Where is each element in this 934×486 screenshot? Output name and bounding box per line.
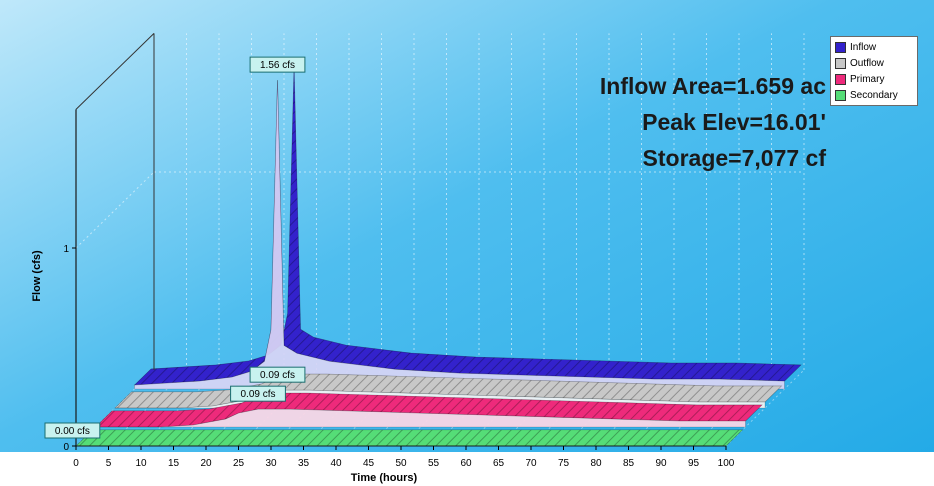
x-tick-label: 25	[233, 458, 245, 469]
y-tick-label: 0	[63, 442, 69, 453]
x-tick-label: 90	[655, 458, 667, 469]
x-tick-label: 80	[590, 458, 602, 469]
legend-item-secondary: Secondary	[835, 87, 913, 103]
series-face-tint-primary	[95, 409, 746, 427]
x-tick-label: 70	[525, 458, 537, 469]
grid-floor-line	[725, 369, 805, 447]
x-tick-label: 20	[200, 458, 212, 469]
legend-item-inflow: Inflow	[835, 39, 913, 55]
annotation-label: 1.56 cfs	[260, 60, 295, 71]
ticks: 0 5 10 15 20 25 30 35 40 45 50 55 60 65 70 75 80 85 90 95 10…	[63, 244, 734, 469]
side-wall-top-edge	[75, 33, 155, 110]
annotation-layer: 1.56 cfs 0.09 cfs 0.09 cfs 0.00 cfs	[44, 56, 306, 439]
outer-white-bottom	[0, 452, 934, 486]
x-tick-label: 50	[395, 458, 407, 469]
x-tick-label: 60	[460, 458, 472, 469]
x-tick-label: 65	[493, 458, 505, 469]
x-tick-label: 85	[623, 458, 635, 469]
legend-swatch	[835, 89, 846, 101]
x-tick-label: 30	[265, 458, 277, 469]
legend-label: Primary	[850, 73, 885, 85]
legend-swatch	[835, 41, 846, 53]
legend-item-primary: Primary	[835, 71, 913, 87]
info-peak-elev: Peak Elev=16.01'	[642, 109, 826, 135]
grid-line-y-side	[75, 171, 155, 249]
annotation-label: 0.00 cfs	[55, 426, 90, 437]
x-tick-label: 45	[363, 458, 375, 469]
legend-label: Outflow	[850, 57, 884, 69]
series-face-primary	[95, 408, 746, 428]
info-inflow-area: Inflow Area=1.659 ac	[599, 73, 826, 99]
legend-swatch	[835, 57, 846, 69]
annotation-box	[44, 422, 101, 439]
info-storage: Storage=7,077 cf	[642, 145, 826, 171]
info-panel: Inflow Area=1.659 ac Peak Elev=16.01' St…	[600, 68, 826, 176]
y-tick-label: 1	[63, 244, 69, 255]
annotation-box	[249, 366, 306, 383]
chart-legend: Inflow Outflow Primary Secondary	[830, 36, 918, 106]
x-tick-label: 10	[135, 458, 147, 469]
x-tick-label: 40	[330, 458, 342, 469]
x-axis-label: Time (hours)	[351, 472, 418, 484]
legend-label: Secondary	[850, 89, 898, 101]
x-tick-label: 0	[73, 458, 79, 469]
x-tick-label: 100	[718, 458, 735, 469]
annotation-box	[249, 56, 306, 73]
annotation-label: 0.09 cfs	[240, 389, 275, 400]
legend-swatch	[835, 73, 846, 85]
series-hatch-secondary	[76, 429, 743, 446]
x-tick-label: 15	[168, 458, 180, 469]
series-face-inflow	[134, 80, 785, 390]
x-tick-label: 55	[428, 458, 440, 469]
annotation-label: 0.09 cfs	[260, 370, 295, 381]
x-tick-label: 75	[558, 458, 570, 469]
x-tick-label: 35	[298, 458, 310, 469]
legend-item-outflow: Outflow	[835, 55, 913, 71]
annotation-box	[230, 385, 286, 402]
y-axis-label: Flow (cfs)	[31, 250, 43, 302]
x-tick-label: 95	[688, 458, 700, 469]
x-tick-label: 5	[106, 458, 112, 469]
legend-label: Inflow	[850, 41, 877, 53]
